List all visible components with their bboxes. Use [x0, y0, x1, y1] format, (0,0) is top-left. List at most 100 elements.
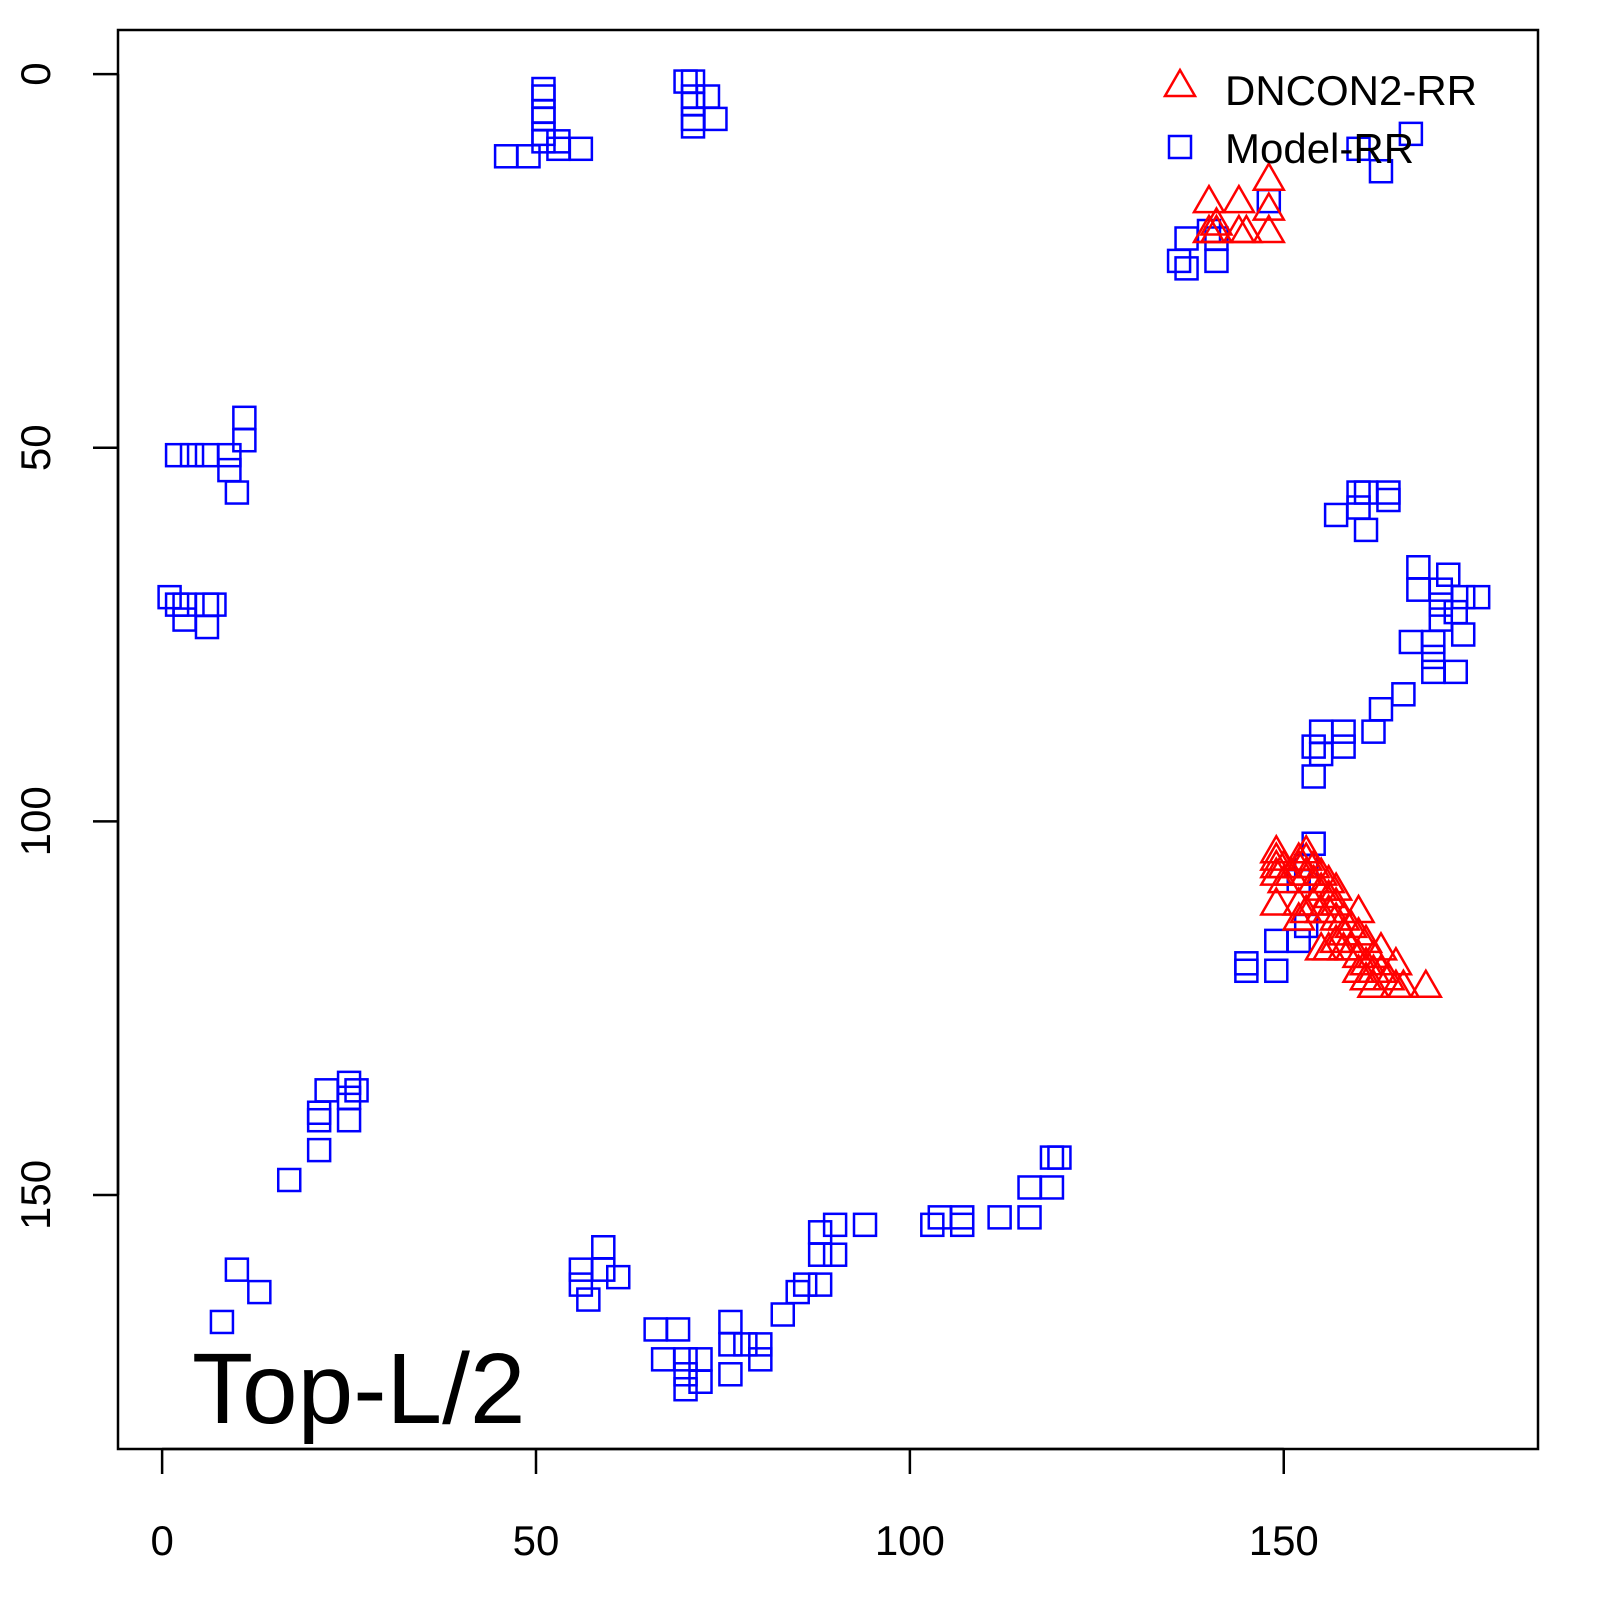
- model-rr-point: [1331, 719, 1356, 744]
- y-axis: 0 50 100 150: [12, 62, 120, 1230]
- model-rr-point: [1361, 719, 1386, 744]
- dncon2-rr-point: [1326, 900, 1361, 931]
- dncon2-rr-point: [1318, 871, 1354, 901]
- dncon2-rr-point: [1259, 886, 1294, 916]
- model-rr-point: [807, 1272, 833, 1297]
- model-rr-point: [1346, 136, 1371, 162]
- dncon2-rr-point: [1311, 863, 1346, 894]
- model-rr-point: [1264, 958, 1289, 984]
- model-rr-point: [650, 1347, 676, 1372]
- model-rr-point: [1398, 629, 1424, 655]
- model-rr-point: [718, 1362, 743, 1387]
- dncon2-rr-point: [1371, 960, 1406, 991]
- dncon2-rr-point: [1333, 930, 1369, 961]
- dncon2-rr-point: [1318, 923, 1354, 954]
- model-rr-point: [1174, 256, 1199, 281]
- y-tick-label: 50: [12, 424, 59, 471]
- dncon2-rr-point: [1221, 183, 1257, 214]
- model-rr-point: [336, 1085, 362, 1111]
- model-rr-point: [1308, 719, 1334, 744]
- model-rr-point: [1353, 517, 1379, 543]
- model-rr-point: [1301, 734, 1326, 759]
- model-rr-point: [1017, 1175, 1042, 1200]
- model-rr-point: [1376, 480, 1401, 505]
- model-rr-point: [1234, 951, 1259, 976]
- model-rr-point: [531, 99, 556, 124]
- model-rr-point: [1264, 928, 1289, 954]
- model-rr-point: [673, 1362, 698, 1387]
- model-rr-point: [1286, 928, 1311, 954]
- dncon2-rr-point: [1311, 893, 1346, 924]
- model-rr-point: [209, 1309, 235, 1335]
- model-rr-point: [665, 1317, 691, 1342]
- model-rr-point: [591, 1234, 616, 1260]
- model-rr-point: [1391, 682, 1416, 707]
- model-rr-point: [695, 84, 721, 109]
- model-rr-point: [157, 584, 182, 610]
- model-rr-point: [306, 1107, 332, 1133]
- model-rr-point: [748, 1332, 773, 1357]
- dncon2-rr-point: [1333, 908, 1369, 939]
- model-rr-point: [807, 1220, 833, 1245]
- model-rr-point: [680, 91, 706, 117]
- model-rr-point: [688, 1369, 713, 1394]
- model-rr-point: [949, 1205, 975, 1230]
- x-tick-label: 0: [150, 1517, 173, 1564]
- model-rr-point: [1465, 584, 1491, 610]
- model-rr-point: [852, 1212, 878, 1238]
- dncon2-rr-point: [1386, 968, 1421, 998]
- model-rr-point: [336, 1070, 362, 1096]
- model-rr-point: [314, 1078, 339, 1103]
- dncon2-rr-point: [1348, 960, 1384, 991]
- dncon2-rr-point: [1363, 930, 1399, 961]
- model-rr-point: [344, 1078, 369, 1103]
- model-rr-point: [748, 1347, 773, 1372]
- model-rr-point: [1331, 734, 1356, 759]
- model-rr-point: [546, 136, 571, 162]
- x-tick-label: 150: [1249, 1517, 1319, 1564]
- dncon2-rr-point: [1229, 213, 1264, 244]
- model-rr-point: [224, 480, 250, 505]
- model-rr-point: [987, 1205, 1012, 1230]
- model-rr-point: [164, 592, 190, 617]
- dncon2-rr-point: [1341, 953, 1376, 984]
- model-rr-point: [770, 1302, 796, 1327]
- model-rr-point: [733, 1332, 758, 1357]
- dncon2-rr-point: [1296, 848, 1331, 879]
- model-rr-point: [1047, 1145, 1072, 1170]
- model-rr-point: [1428, 577, 1454, 602]
- dncon2-rr-point: [1199, 206, 1234, 236]
- model-rr-point: [1443, 659, 1468, 685]
- model-rr-point: [1421, 629, 1446, 655]
- legend-label-dncon2: DNCON2-RR: [1225, 67, 1477, 114]
- model-rr-point: [194, 592, 220, 617]
- model-rr-point: [680, 84, 706, 109]
- model-rr-point: [531, 76, 556, 102]
- dncon2-rr-point: [1251, 161, 1286, 191]
- model-rr-point: [1368, 696, 1394, 722]
- model-rr-point: [1450, 584, 1476, 610]
- model-rr-point: [680, 69, 706, 94]
- model-rr-point: [1308, 741, 1334, 767]
- model-rr-point: [217, 442, 242, 468]
- model-rr-point: [306, 1137, 332, 1163]
- x-tick-label: 100: [875, 1517, 945, 1564]
- model-rr-point: [336, 1107, 362, 1133]
- model-rr-point: [1346, 480, 1371, 505]
- model-rr-point: [1017, 1205, 1042, 1230]
- model-rr-point: [194, 442, 220, 468]
- model-rr-point: [172, 607, 197, 632]
- model-rr-point: [531, 106, 556, 132]
- model-rr-point: [822, 1212, 848, 1238]
- model-rr-point: [1174, 226, 1199, 251]
- model-rr-point: [718, 1332, 743, 1357]
- dncon2-rr-point: [1378, 945, 1414, 976]
- model-rr-point: [306, 1100, 332, 1125]
- model-rr-point: [606, 1264, 631, 1290]
- model-rr-point: [194, 614, 220, 640]
- y-tick-label: 0: [12, 62, 59, 85]
- model-rr-point: [591, 1257, 616, 1282]
- model-rr-point: [1406, 555, 1431, 580]
- model-rr-point: [680, 106, 706, 132]
- model-rr-point: [247, 1279, 272, 1305]
